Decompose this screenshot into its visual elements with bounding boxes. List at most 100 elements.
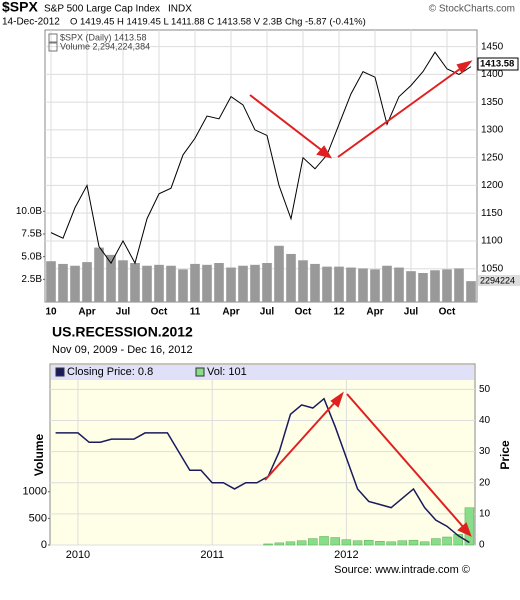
volume-bar — [431, 538, 441, 546]
volume-bar — [466, 281, 476, 302]
legend-swatch — [195, 367, 205, 377]
arrow-head — [457, 522, 472, 537]
legend-label: Vol: 101 — [207, 366, 247, 378]
volume-bar — [298, 260, 308, 302]
y-tick-label: 30 — [479, 446, 491, 457]
date: 14-Dec-2012 — [2, 17, 60, 28]
price-line — [50, 51, 472, 265]
volume-bar — [262, 263, 272, 302]
legend-swatch — [55, 367, 65, 377]
volume-bar — [418, 272, 428, 302]
volume-bar — [454, 268, 464, 302]
volume-tag — [478, 275, 520, 286]
legend-label: $SPX (Daily) 1413.58 — [60, 32, 147, 42]
volume-bar — [308, 538, 318, 546]
volume-bar — [274, 245, 284, 302]
volume-bar — [106, 254, 116, 302]
legend-label: Closing Price: 0.8 — [67, 366, 153, 378]
volume-bar — [285, 541, 296, 546]
volume-bar — [118, 260, 128, 302]
volume-bar — [250, 264, 260, 302]
arrow — [249, 94, 325, 153]
volume-bar — [370, 269, 380, 302]
title: US.RECESSION.2012 — [52, 324, 193, 340]
y-tick-label: 0 — [479, 540, 485, 551]
volume-bar — [214, 263, 224, 302]
volume-bar — [382, 265, 392, 302]
y-tick-label: 1150 — [481, 208, 503, 219]
x-tick-label: 2010 — [66, 549, 90, 561]
volume-bar — [238, 265, 248, 302]
volume-bar — [94, 247, 104, 302]
x-tick-label: Jul — [404, 307, 419, 318]
volume-bar — [130, 263, 140, 302]
volume-bar — [296, 540, 307, 546]
arrow-head — [456, 60, 473, 74]
volume-bar — [442, 269, 452, 302]
volume-bar — [286, 253, 296, 302]
volume-bar — [442, 536, 452, 546]
y-tick-label: 20 — [479, 477, 491, 488]
volume-bar — [82, 262, 92, 302]
x-tick-label: 12 — [333, 307, 345, 318]
subtitle: S&P 500 Large Cap Index — [44, 4, 160, 15]
x-tick-label: Apr — [78, 307, 95, 318]
y-tick-label: 1350 — [481, 97, 504, 108]
y2-tick-label: 0 — [41, 539, 47, 551]
volume-bar — [142, 265, 152, 302]
x-tick-label: 11 — [190, 307, 201, 318]
volume-last-label: 2294224 — [480, 275, 515, 285]
credit: © StockCharts.com — [429, 4, 515, 15]
volume-bar — [394, 267, 404, 302]
volume-bar — [58, 263, 68, 302]
last-price-tag — [477, 57, 519, 71]
y-tick-label: 40 — [479, 415, 491, 426]
x-tick-label: 2012 — [334, 549, 358, 561]
volume-bar — [310, 263, 320, 302]
x-tick-label: Jul — [260, 307, 275, 318]
arrow — [264, 399, 338, 481]
y2-axis-label: Volume — [32, 433, 46, 476]
arrow — [337, 65, 465, 158]
volume-bar — [419, 541, 430, 546]
volume-bar — [319, 536, 329, 546]
x-tick-label: Apr — [222, 307, 239, 318]
y2-tick-label: 5.0B — [21, 251, 42, 262]
y-tick-label: 1100 — [481, 236, 503, 247]
y2-tick-label: 10.0B — [16, 206, 42, 217]
x-tick-label: Oct — [151, 307, 168, 318]
arrow — [346, 393, 466, 530]
volume-bar — [202, 264, 212, 302]
subtitle: Nov 09, 2009 - Dec 16, 2012 — [52, 344, 193, 356]
y2-tick-label: 7.5B — [21, 229, 42, 240]
y-tick-label: 1250 — [481, 152, 504, 163]
arrow-head — [316, 145, 333, 159]
x-tick-label: 2011 — [200, 549, 224, 561]
volume-bar — [322, 266, 332, 302]
volume-bar — [386, 541, 396, 546]
legend-swatch — [48, 33, 58, 43]
quote: O 1419.45 H 1419.45 L 1411.88 C 1413.58 … — [70, 17, 366, 28]
volume-bar — [375, 541, 385, 546]
marks: 1050110011501200125013001350140014502.5B… — [16, 30, 504, 561]
legend-band — [51, 365, 474, 380]
arrow-head — [330, 391, 344, 408]
x-tick-label: Apr — [366, 307, 383, 318]
y-tick-label: 1400 — [481, 69, 504, 80]
x-tick-label: Jul — [116, 307, 131, 318]
legend-label: Volume 2,294,224,384 — [60, 41, 150, 51]
volume-bar — [346, 267, 356, 302]
y2-tick-label: 1000 — [23, 486, 47, 498]
volume-bar — [364, 539, 374, 546]
plot-frame — [49, 363, 476, 546]
plot-frame — [44, 29, 478, 303]
volume-bar — [453, 534, 463, 546]
volume-bar — [430, 270, 440, 302]
y-tick-label: 10 — [479, 509, 491, 520]
price-line — [55, 397, 470, 544]
volume-bar — [408, 539, 419, 546]
last-price-label: 1413.58 — [480, 59, 514, 70]
volume-bar — [154, 264, 164, 302]
x-tick-label: 10 — [45, 307, 57, 318]
